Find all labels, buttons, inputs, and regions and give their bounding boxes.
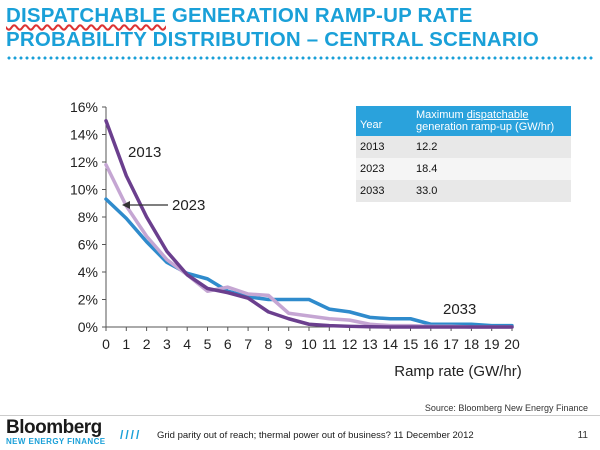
table-header-underlined-word: dispatchable (466, 109, 529, 121)
x-tick-label: 10 (301, 336, 317, 352)
y-tick-label: 4% (78, 264, 98, 280)
footer-divider (0, 415, 600, 416)
y-tick-label: 14% (70, 127, 98, 143)
table-cell-value: 12.2 (416, 141, 438, 153)
x-tick-label: 9 (285, 336, 293, 352)
x-tick-label: 6 (224, 336, 232, 352)
x-tick-label: 16 (423, 336, 439, 352)
brand-name: Bloomberg (6, 417, 102, 438)
x-tick-label: 5 (204, 336, 212, 352)
brand-sub: NEW ENERGY FINANCE (6, 437, 106, 446)
annotation-2023: 2023 (172, 197, 205, 214)
table-row: 2023 18.4 (356, 158, 571, 180)
x-tick-label: 15 (403, 336, 419, 352)
table-cell-value: 33.0 (416, 185, 438, 197)
annotation-2033: 2033 (443, 301, 476, 318)
x-tick-label: 17 (443, 336, 459, 352)
x-tick-label: 8 (265, 336, 273, 352)
max-ramp-table: Year Maximum dispatchable generation ram… (356, 106, 571, 202)
x-tick-label: 12 (342, 336, 358, 352)
x-axis-label: Ramp rate (GW/hr) (394, 363, 522, 380)
table-row: 2013 12.2 (356, 136, 571, 158)
x-tick-label: 3 (163, 336, 171, 352)
table-cell-year: 2013 (360, 141, 385, 153)
annotation-2013: 2013 (128, 144, 161, 161)
series-line-2013 (104, 119, 514, 329)
x-tick-label: 13 (362, 336, 378, 352)
bloomberg-logo: Bloomberg NEW ENERGY FINANCE (6, 418, 106, 447)
y-tick-label: 8% (78, 209, 98, 225)
x-tick-label: 7 (244, 336, 252, 352)
x-tick-label: 14 (382, 336, 398, 352)
x-tick-label: 20 (504, 336, 520, 352)
y-tick-label: 16% (70, 99, 98, 115)
y-tick-label: 2% (78, 292, 98, 308)
page-number: 11 (577, 430, 588, 441)
y-tick-label: 12% (70, 154, 98, 170)
x-tick-label: 4 (183, 336, 191, 352)
x-tick-label: 18 (464, 336, 480, 352)
title-line2: PROBABILITY DISTRIBUTION – CENTRAL SCENA… (6, 28, 539, 51)
y-tick-label: 0% (78, 319, 98, 335)
x-tick-label: 2 (143, 336, 151, 352)
table-row: 2033 33.0 (356, 180, 571, 202)
footer-caption: Grid parity out of reach; thermal power … (157, 430, 474, 441)
source-note: Source: Bloomberg New Energy Finance (424, 403, 588, 413)
x-tick-label: 11 (322, 336, 337, 352)
table-cell-value: 18.4 (416, 163, 438, 175)
y-tick-label: 10% (70, 182, 98, 198)
table-header-year: Year (360, 119, 383, 131)
title-divider-dots (6, 56, 594, 60)
footer-slashes: //// (120, 428, 142, 442)
title-line1-rest: GENERATION RAMP-UP RATE (165, 4, 473, 27)
x-tick-label: 0 (102, 336, 110, 352)
table-header-value: Maximum dispatchable generation ramp-up … (416, 109, 555, 133)
title-line1-underlined: DISPATCHABLE (6, 4, 166, 27)
x-tick-label: 1 (122, 336, 130, 352)
x-tick-label: 19 (484, 336, 500, 352)
table-cell-year: 2023 (360, 163, 385, 175)
annotation-2023-arrowhead (122, 201, 130, 209)
slide-title: DISPATCHABLE GENERATION RAMP-UP RATE PRO… (6, 4, 596, 52)
table-cell-year: 2033 (360, 185, 385, 197)
y-tick-label: 6% (78, 237, 98, 253)
